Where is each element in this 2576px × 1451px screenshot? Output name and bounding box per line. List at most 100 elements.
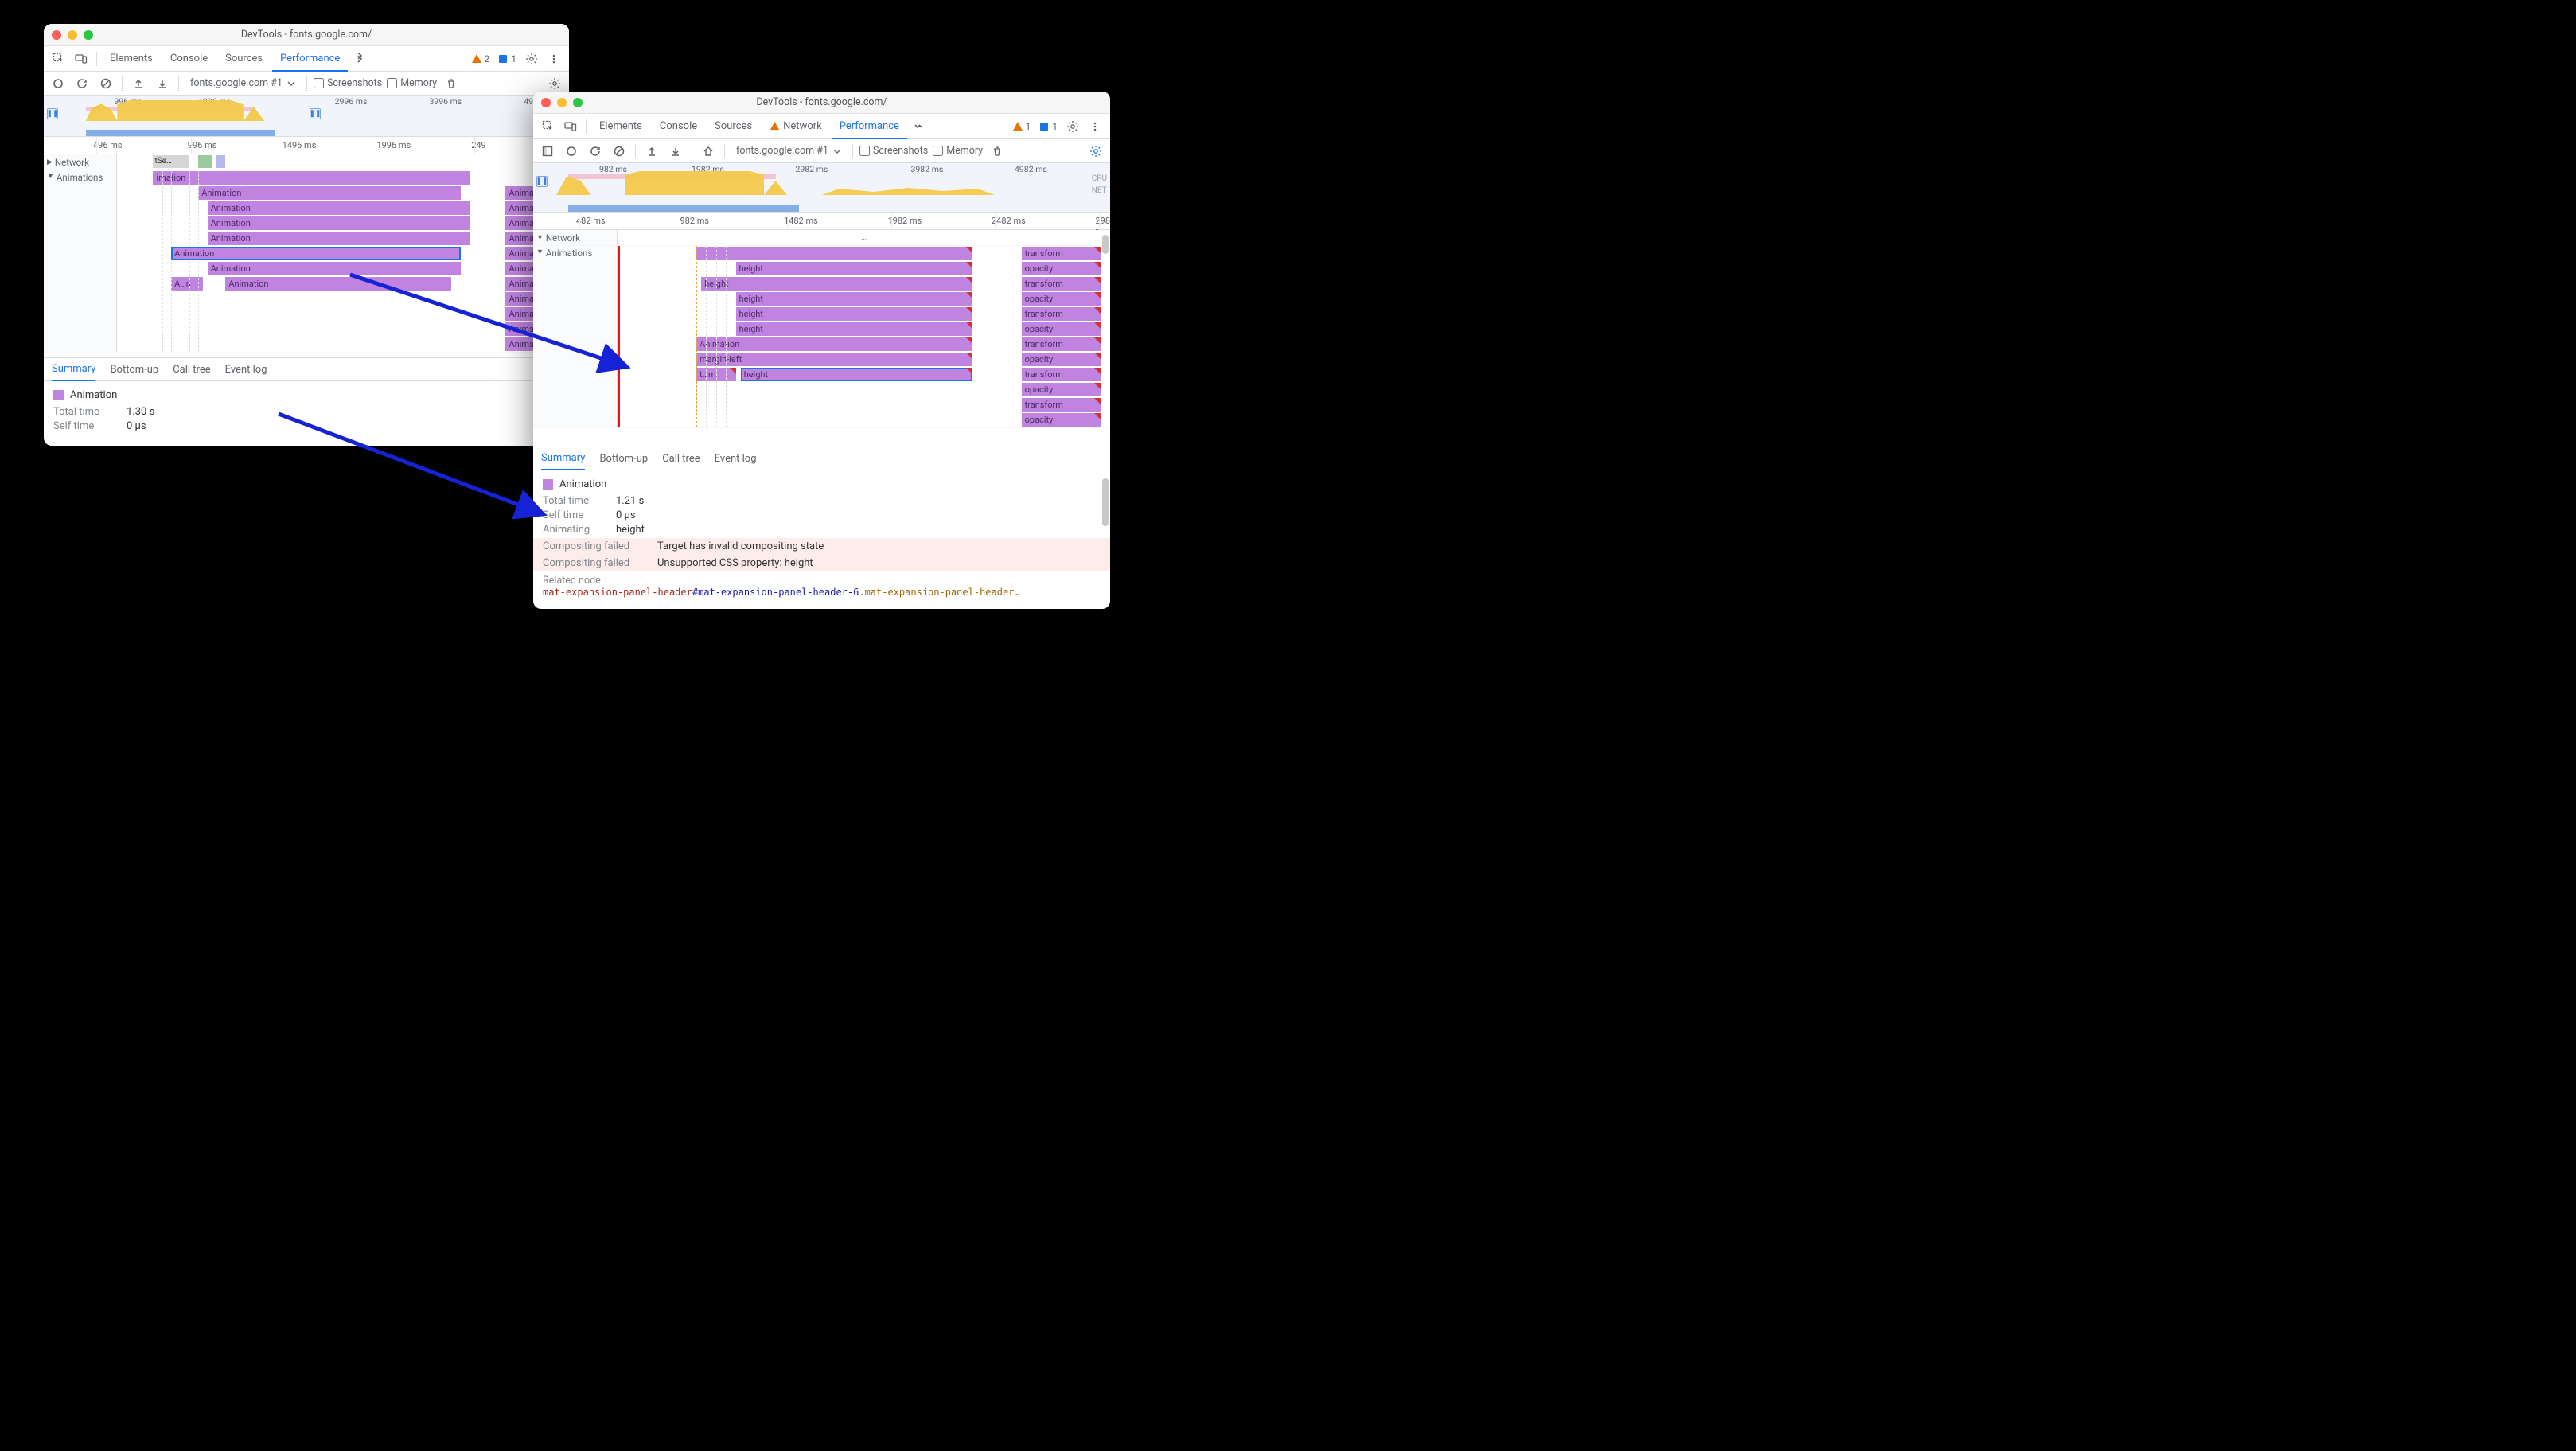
download-icon[interactable]: [153, 74, 172, 93]
animation-bar[interactable]: Animation: [208, 232, 470, 245]
overview-minimap[interactable]: ❚❚ 982 ms1982 ms2982 ms3982 ms4982 ms CP…: [533, 163, 1110, 213]
tab-network[interactable]: Network: [762, 114, 830, 138]
animation-bar[interactable]: transform: [1022, 368, 1101, 381]
animation-bar[interactable]: transform: [1022, 337, 1101, 351]
animation-bar[interactable]: transform: [1022, 398, 1101, 412]
tab-sources[interactable]: Sources: [217, 46, 271, 71]
detail-tab-summary[interactable]: Summary: [541, 448, 585, 470]
animation-bar[interactable]: Animation: [208, 201, 470, 215]
time-ruler[interactable]: 482 ms982 ms1482 ms1982 ms2482 ms2982 r: [533, 213, 1110, 230]
animation-bar[interactable]: Animation: [208, 262, 461, 275]
target-select[interactable]: fonts.google.com #1: [185, 77, 300, 89]
overview-minimap[interactable]: ❚❚ 996 ms1996 ms2996 ms3996 ms4996 ms ❚❚: [44, 96, 569, 137]
upload-icon[interactable]: [129, 74, 148, 93]
detail-tab-bottomup[interactable]: Bottom-up: [110, 358, 158, 380]
device-toggle-icon[interactable]: [71, 49, 92, 69]
animation-bar[interactable]: height: [736, 262, 972, 275]
tab-console[interactable]: Console: [162, 46, 216, 71]
animation-bar[interactable]: Animation: [225, 277, 451, 291]
animation-bar[interactable]: height: [741, 368, 972, 381]
animation-bar[interactable]: height: [701, 277, 972, 291]
zoom-icon[interactable]: [573, 98, 583, 107]
pause-icon-2[interactable]: ❚❚: [310, 108, 321, 119]
detail-tab-bottomup[interactable]: Bottom-up: [599, 447, 648, 470]
tab-sources[interactable]: Sources: [707, 114, 760, 138]
network-item[interactable]: tSe…: [153, 155, 189, 168]
issues-badge[interactable]: 1: [1035, 121, 1061, 132]
animation-bar[interactable]: opacity: [1022, 262, 1101, 275]
animation-bar[interactable]: A…n: [171, 277, 203, 291]
related-node-link[interactable]: mat-expansion-panel-header#mat-expansion…: [543, 587, 1101, 598]
animation-bar[interactable]: height: [736, 322, 972, 336]
zoom-icon[interactable]: [84, 30, 93, 40]
memory-checkbox[interactable]: Memory: [387, 77, 437, 89]
network-track-label[interactable]: ▼Network: [533, 230, 618, 245]
tab-performance[interactable]: Performance: [832, 115, 907, 139]
dock-icon[interactable]: [538, 142, 557, 161]
animation-bar[interactable]: height: [736, 292, 972, 306]
target-select[interactable]: fonts.google.com #1: [731, 145, 846, 157]
animation-bar[interactable]: [696, 247, 741, 260]
reload-record-icon[interactable]: [72, 74, 92, 93]
traffic-lights[interactable]: [52, 30, 93, 40]
issues-badge[interactable]: 1: [494, 53, 520, 64]
memory-checkbox[interactable]: Memory: [933, 145, 983, 157]
network-track-label[interactable]: ▶Network: [44, 154, 117, 170]
animation-bar[interactable]: Animation: [696, 337, 972, 351]
animation-bar[interactable]: height: [736, 307, 972, 321]
device-toggle-icon[interactable]: [560, 116, 581, 137]
scrollbar-thumb[interactable]: [1102, 478, 1109, 526]
minimize-icon[interactable]: [557, 98, 567, 107]
animation-bar[interactable]: transform: [1022, 277, 1101, 291]
animation-bar[interactable]: opacity: [1022, 413, 1101, 427]
more-tabs-icon[interactable]: [909, 116, 929, 137]
tab-performance[interactable]: Performance: [272, 47, 348, 72]
reload-record-icon[interactable]: [586, 142, 605, 161]
settings-icon[interactable]: [1062, 116, 1083, 137]
inspect-icon[interactable]: [49, 49, 69, 69]
animation-bar[interactable]: margin-left: [696, 353, 972, 366]
capture-settings-icon[interactable]: [545, 74, 564, 93]
kebab-icon[interactable]: [1085, 116, 1105, 137]
download-icon[interactable]: [666, 142, 685, 161]
animations-header-bar[interactable]: imation: [153, 171, 470, 185]
detail-tab-calltree[interactable]: Call tree: [662, 447, 700, 470]
animation-bar[interactable]: Animation: [171, 247, 461, 260]
more-tabs-icon[interactable]: [349, 49, 370, 69]
record-icon[interactable]: [49, 74, 68, 93]
animation-bar[interactable]: opacity: [1022, 383, 1101, 396]
animation-bar[interactable]: Animation: [208, 216, 470, 230]
screenshots-checkbox[interactable]: Screenshots: [314, 77, 382, 89]
detail-tab-calltree[interactable]: Call tree: [173, 358, 210, 380]
time-ruler[interactable]: 496 ms996 ms1496 ms1996 ms249: [44, 137, 569, 154]
tab-elements[interactable]: Elements: [102, 46, 161, 71]
tab-elements[interactable]: Elements: [591, 114, 650, 138]
animation-bar[interactable]: transform: [1022, 307, 1101, 321]
gc-icon[interactable]: [988, 142, 1007, 161]
detail-tab-eventlog[interactable]: Event log: [225, 358, 267, 380]
warnings-badge[interactable]: 1: [1009, 121, 1035, 132]
traffic-lights[interactable]: [541, 98, 583, 107]
animations-track-label[interactable]: ▼Animations: [533, 246, 618, 427]
animation-bar[interactable]: opacity: [1022, 292, 1101, 306]
scrollbar-thumb[interactable]: [1102, 235, 1109, 254]
upload-icon[interactable]: [642, 142, 661, 161]
minimize-icon[interactable]: [68, 30, 77, 40]
flamechart-area[interactable]: ▼Network … ▼Animations transformleftopac…: [533, 230, 1110, 447]
capture-settings-icon[interactable]: [1086, 142, 1105, 161]
tab-console[interactable]: Console: [652, 114, 705, 138]
kebab-icon[interactable]: [544, 49, 564, 69]
detail-tab-summary[interactable]: Summary: [52, 359, 95, 381]
detail-tab-eventlog[interactable]: Event log: [715, 447, 757, 470]
animation-bar[interactable]: opacity: [1022, 322, 1101, 336]
flamechart-area[interactable]: ▶Network tSe… ▼Animations imation Animat…: [44, 154, 569, 357]
gc-icon[interactable]: [442, 74, 461, 93]
close-icon[interactable]: [541, 98, 551, 107]
screenshots-checkbox[interactable]: Screenshots: [859, 145, 928, 157]
animation-bar[interactable]: t…m: [696, 368, 736, 381]
warnings-badge[interactable]: 2: [468, 53, 493, 64]
settings-icon[interactable]: [521, 49, 542, 69]
record-icon[interactable]: [562, 142, 581, 161]
clear-icon[interactable]: [96, 74, 115, 93]
inspect-icon[interactable]: [538, 116, 559, 137]
